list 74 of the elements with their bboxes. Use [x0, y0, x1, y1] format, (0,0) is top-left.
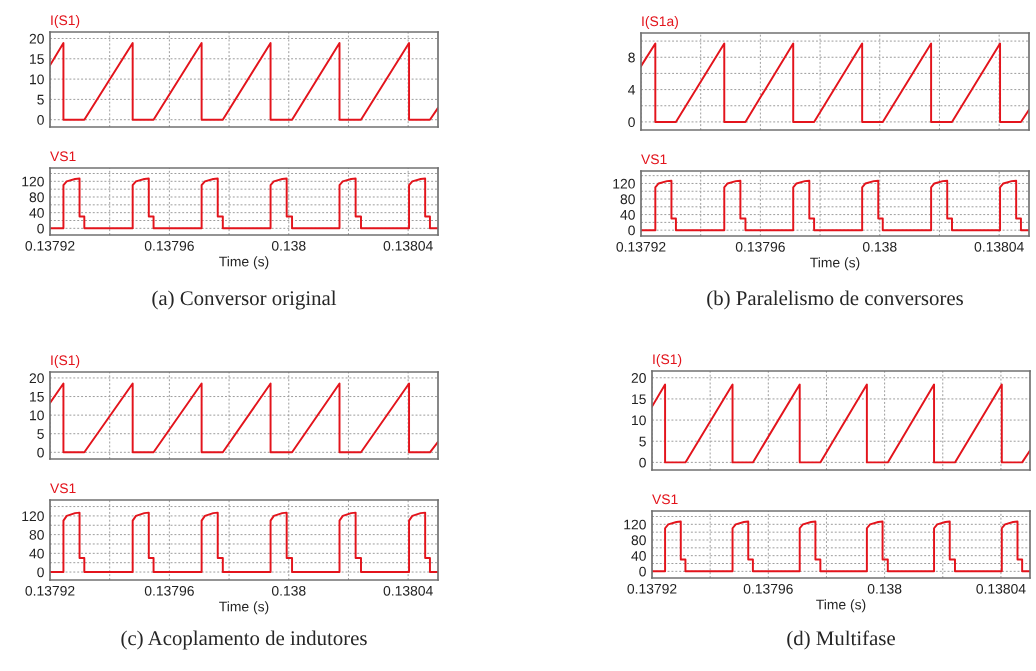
x-tick-label: 0.13804 [383, 585, 433, 596]
chart-title: VS1 [652, 494, 678, 505]
line-series [652, 520, 1030, 573]
line-series [50, 41, 438, 121]
chart-title: VS1 [50, 151, 76, 162]
y-tick-label: 5 [639, 436, 646, 447]
x-tick-label: 0.13796 [144, 240, 194, 251]
y-tick-label: 120 [22, 511, 44, 522]
y-tick-label: 20 [29, 373, 44, 384]
y-tick-label: 0 [628, 117, 635, 128]
x-tick-label: 0.13792 [616, 241, 666, 252]
text: (a) Conversor original [152, 290, 337, 310]
text: (b) Paralelismo de conversores [707, 290, 963, 310]
line-series [641, 42, 1029, 123]
x-tick-label: 0.13792 [25, 585, 75, 596]
y-tick-label: 15 [632, 394, 646, 405]
y-tick-label: 10 [30, 74, 44, 85]
x-tick-label: 0.138 [271, 585, 306, 596]
y-tick-label: 0 [37, 223, 44, 234]
line-series [50, 511, 438, 574]
y-tick-label: 40 [631, 551, 646, 561]
y-tick-label: 0 [37, 567, 44, 578]
x-tick-label: 0.13804 [383, 240, 433, 251]
chart-title: VS1 [50, 483, 76, 494]
y-tick-label: 10 [632, 415, 646, 426]
x-tick-label: 0.13796 [735, 241, 785, 252]
x-tick-label: 0.13796 [144, 585, 194, 596]
y-tick-label: 15 [30, 392, 44, 402]
line-series [50, 382, 438, 454]
y-tick-label: 5 [37, 429, 44, 439]
y-tick-label: 80 [620, 194, 635, 205]
x-axis-title: Time (s) [810, 257, 860, 271]
text: (d) Multifase [787, 630, 895, 650]
y-tick-label: 5 [37, 94, 44, 105]
y-tick-label: 15 [30, 54, 44, 64]
chart-title: I(S1a) [642, 15, 678, 29]
chart-title: I(S1) [653, 353, 682, 367]
y-tick-label: 0 [639, 457, 646, 468]
y-tick-label: 0 [639, 566, 646, 577]
line-series [652, 383, 1030, 464]
y-tick-label: 40 [29, 208, 44, 218]
x-tick-label: 0.13804 [974, 241, 1024, 252]
line-series [641, 179, 1029, 232]
y-tick-label: 0 [37, 115, 44, 125]
y-tick-label: 20 [29, 33, 44, 44]
chart-title: VS1 [641, 154, 667, 165]
chart-title: I(S1) [51, 14, 80, 28]
y-tick-label: 0 [628, 225, 635, 236]
y-tick-label: 20 [631, 373, 646, 383]
y-tick-label: 10 [30, 410, 44, 421]
x-tick-label: 0.138 [867, 583, 902, 594]
y-tick-label: 80 [29, 529, 44, 540]
x-axis-title: Time (s) [219, 256, 269, 270]
y-tick-label: 120 [613, 178, 635, 189]
y-tick-label: 80 [631, 535, 646, 546]
y-tick-label: 40 [620, 209, 635, 220]
x-tick-label: 0.138 [271, 240, 306, 251]
y-tick-label: 0 [37, 447, 44, 458]
x-tick-label: 0.13792 [627, 583, 677, 594]
y-tick-label: 80 [29, 192, 44, 203]
line-series [50, 177, 438, 230]
text: (c) Acoplamento de indutores [121, 630, 367, 650]
y-tick-label: 8 [628, 52, 635, 63]
y-tick-label: 120 [624, 519, 646, 530]
x-axis-title: Time (s) [219, 601, 269, 615]
y-tick-label: 4 [628, 85, 636, 95]
x-tick-label: 0.13804 [976, 583, 1026, 594]
y-tick-label: 40 [29, 548, 44, 559]
x-axis-title: Time (s) [816, 599, 866, 613]
y-tick-label: 120 [22, 176, 44, 187]
x-tick-label: 0.13796 [743, 583, 793, 594]
x-tick-label: 0.13792 [25, 240, 75, 251]
x-tick-label: 0.138 [862, 241, 897, 252]
chart-title: I(S1) [51, 354, 80, 368]
